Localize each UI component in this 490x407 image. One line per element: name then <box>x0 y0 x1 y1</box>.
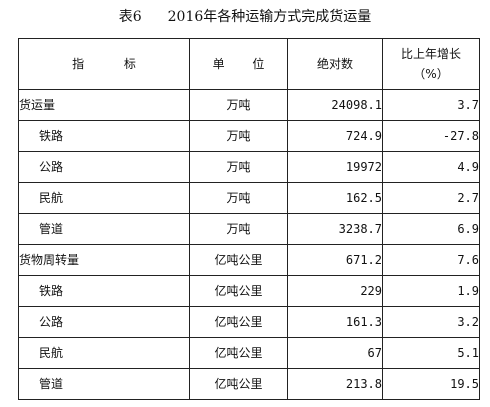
row-absolute: 724.9 <box>287 120 383 152</box>
freight-volume-table: 指 标 单 位 绝对数 比上年增长 （%） 货运量 万吨 24098.1 3.7… <box>18 38 480 400</box>
row-unit: 万吨 <box>189 89 288 121</box>
row-growth: 7.6 <box>382 244 480 276</box>
row-growth: 3.7 <box>382 89 480 121</box>
row-growth: -27.8 <box>382 120 480 152</box>
row-name: 民航 <box>18 337 190 369</box>
row-absolute: 213.8 <box>287 368 383 400</box>
table-row-highway-turnover: 公路 亿吨公里 161.3 3.2 <box>18 306 480 338</box>
row-unit: 亿吨公里 <box>189 337 288 369</box>
table-row-railway: 铁路 万吨 724.9 -27.8 <box>18 120 480 152</box>
row-name: 管道 <box>18 213 190 245</box>
table-row-pipeline: 管道 万吨 3238.7 6.9 <box>18 213 480 245</box>
row-growth: 3.2 <box>382 306 480 338</box>
table-row-pipeline-turnover: 管道 亿吨公里 213.8 19.5 <box>18 368 480 400</box>
row-absolute: 3238.7 <box>287 213 383 245</box>
row-unit: 亿吨公里 <box>189 368 288 400</box>
row-absolute: 24098.1 <box>287 89 383 121</box>
table-row-turnover: 货物周转量 亿吨公里 671.2 7.6 <box>18 244 480 276</box>
row-growth: 2.7 <box>382 182 480 214</box>
row-growth: 5.1 <box>382 337 480 369</box>
row-name: 公路 <box>18 151 190 183</box>
row-unit: 亿吨公里 <box>189 306 288 338</box>
row-growth: 4.9 <box>382 151 480 183</box>
row-unit: 万吨 <box>189 213 288 245</box>
table-title-text: 2016年各种运输方式完成货运量 <box>167 9 372 25</box>
row-name: 公路 <box>18 306 190 338</box>
row-unit: 万吨 <box>189 151 288 183</box>
row-growth: 19.5 <box>382 368 480 400</box>
row-absolute: 161.3 <box>287 306 383 338</box>
row-unit: 万吨 <box>189 120 288 152</box>
row-name: 铁路 <box>18 275 190 307</box>
row-unit: 亿吨公里 <box>189 275 288 307</box>
table-row-railway-turnover: 铁路 亿吨公里 229 1.9 <box>18 275 480 307</box>
header-indicator: 指 标 <box>18 38 190 90</box>
row-name: 铁路 <box>18 120 190 152</box>
row-absolute: 67 <box>287 337 383 369</box>
header-absolute: 绝对数 <box>287 38 383 90</box>
row-name: 货物周转量 <box>18 244 190 276</box>
table-row-highway: 公路 万吨 19972 4.9 <box>18 151 480 183</box>
row-growth: 1.9 <box>382 275 480 307</box>
row-absolute: 671.2 <box>287 244 383 276</box>
row-name: 管道 <box>18 368 190 400</box>
header-unit: 单 位 <box>189 38 288 90</box>
row-growth: 6.9 <box>382 213 480 245</box>
table-row-freight-volume: 货运量 万吨 24098.1 3.7 <box>18 89 480 121</box>
table-row-aviation-turnover: 民航 亿吨公里 67 5.1 <box>18 337 480 369</box>
row-name: 货运量 <box>18 89 190 121</box>
header-row: 指 标 单 位 绝对数 比上年增长 （%） <box>18 38 480 90</box>
row-absolute: 162.5 <box>287 182 383 214</box>
row-absolute: 19972 <box>287 151 383 183</box>
header-growth: 比上年增长 （%） <box>382 38 480 90</box>
row-name: 民航 <box>18 182 190 214</box>
table-title: 表6 2016年各种运输方式完成货运量 <box>0 6 490 26</box>
table-row-aviation: 民航 万吨 162.5 2.7 <box>18 182 480 214</box>
row-unit: 万吨 <box>189 182 288 214</box>
header-growth-line2: （%） <box>413 67 449 81</box>
row-absolute: 229 <box>287 275 383 307</box>
header-growth-line1: 比上年增长 <box>400 47 461 61</box>
row-unit: 亿吨公里 <box>189 244 288 276</box>
table-number: 表6 <box>118 9 142 25</box>
